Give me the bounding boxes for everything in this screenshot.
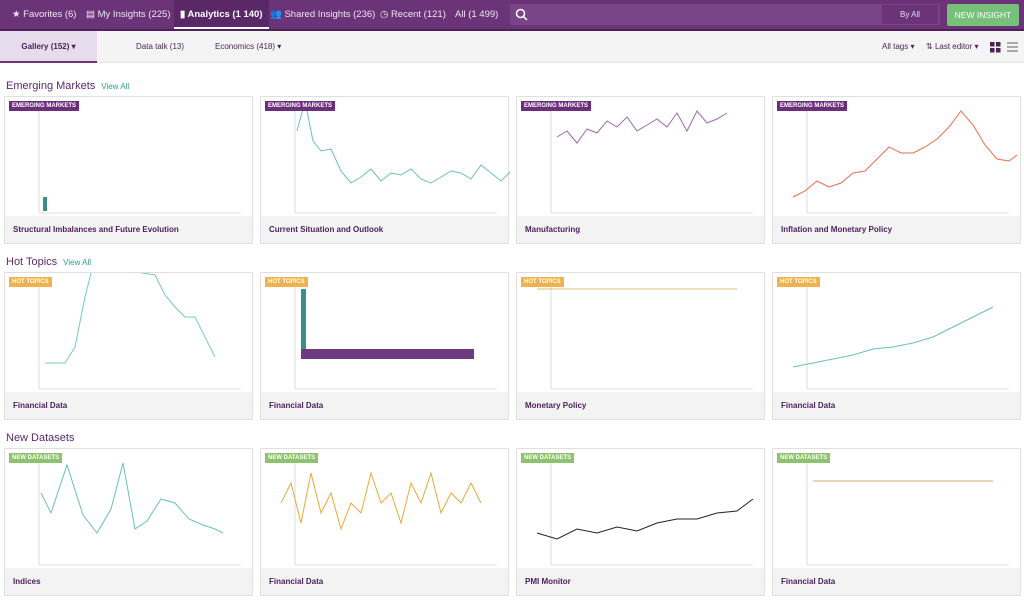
- card-tag: EMERGING MARKETS: [521, 101, 592, 111]
- thumbnail-chart: [38, 461, 241, 566]
- subtab[interactable]: Gallery (152) ▾: [0, 31, 97, 63]
- tab-label: Analytics (1 140): [187, 9, 263, 20]
- thumbnail-chart: [294, 100, 510, 214]
- card-tag: EMERGING MARKETS: [9, 101, 80, 111]
- tab[interactable]: ▤ My Insights (225): [86, 9, 171, 20]
- tab-label: Favorites (6): [23, 9, 77, 20]
- tab[interactable]: 👥 Shared Insights (236): [270, 9, 376, 20]
- card-tag: HOT TOPICS: [265, 277, 308, 287]
- card-title: Financial Data: [773, 568, 1020, 595]
- thumbnail-chart: [806, 461, 1009, 566]
- section-heading: New Datasets: [6, 432, 74, 444]
- card-tag: EMERGING MARKETS: [777, 101, 848, 111]
- insight-card[interactable]: EMERGING MARKETS Current Situation and Ou…: [260, 96, 510, 244]
- button-label: NEW INSIGHT: [954, 10, 1012, 20]
- tab[interactable]: ▮ Analytics (1 140): [174, 0, 269, 29]
- thumbnail-chart: [536, 461, 754, 566]
- tab-label: My Insights (225): [97, 9, 171, 20]
- search-box[interactable]: [510, 4, 940, 25]
- section-heading: Hot Topics View All: [6, 256, 91, 268]
- card-tag: NEW DATASETS: [265, 453, 319, 463]
- card-tag: HOT TOPICS: [777, 277, 820, 287]
- section-title: Hot Topics: [6, 256, 58, 268]
- subtab-label: Economics (418): [215, 42, 276, 51]
- view-all-link[interactable]: View All: [63, 258, 92, 267]
- insight-card[interactable]: HOT TOPICS Monetary Policy: [516, 272, 765, 420]
- card-tag: EMERGING MARKETS: [265, 101, 336, 111]
- card-title: Financial Data: [5, 392, 252, 419]
- card-title: Structural Imbalances and Future Evoluti…: [5, 216, 252, 243]
- card-tag: NEW DATASETS: [521, 453, 575, 463]
- thumbnail-chart: [280, 461, 497, 566]
- sort-label: Last editor: [934, 42, 973, 51]
- view-toggle[interactable]: [990, 42, 1020, 54]
- card-tag: HOT TOPICS: [9, 277, 52, 287]
- top-bar: ★ Favorites (6) ▤ My Insights (225) ▮ An…: [0, 0, 1024, 31]
- subtab-label: Gallery (152): [21, 42, 70, 51]
- card-title: PMI Monitor: [517, 568, 764, 595]
- insight-card[interactable]: EMERGING MARKETS Inflation and Monetary P…: [772, 96, 1021, 244]
- thumbnail-chart: [38, 273, 241, 390]
- card-tag: NEW DATASETS: [777, 453, 831, 463]
- card-title: Financial Data: [261, 392, 508, 419]
- card-title: Financial Data: [261, 568, 508, 595]
- card-title: Current Situation and Outlook: [261, 216, 508, 243]
- section-title: New Datasets: [6, 432, 75, 444]
- insight-card[interactable]: NEW DATASETS Indices: [4, 448, 253, 596]
- search-icon: [515, 8, 528, 21]
- insight-card[interactable]: HOT TOPICS Financial Data: [260, 272, 509, 420]
- tags-dropdown[interactable]: All tags ▾: [882, 42, 915, 51]
- filter-dropdown[interactable]: By All: [882, 5, 938, 24]
- sort-dropdown[interactable]: ⇅ Last editor ▾: [926, 42, 979, 51]
- thumbnail-chart: [792, 109, 1018, 214]
- tab[interactable]: ★ Favorites (6): [12, 9, 77, 20]
- insight-card[interactable]: EMERGING MARKETS Structural Imbalances an…: [4, 96, 253, 244]
- card-title: Indices: [5, 568, 252, 595]
- filter-label: By All: [899, 10, 920, 19]
- new-insight-button[interactable]: NEW INSIGHT: [947, 4, 1019, 26]
- subtab[interactable]: Data talk (13): [136, 31, 184, 63]
- tab-label: Shared Insights (236): [284, 9, 376, 20]
- subtab-label: Data talk (13): [136, 42, 185, 51]
- thumbnail-chart: [550, 109, 753, 214]
- thumbnail-chart: [792, 285, 1009, 390]
- thumbnail-chart: [537, 285, 753, 390]
- card-tag: NEW DATASETS: [9, 453, 63, 463]
- insight-card[interactable]: NEW DATASETS Financial Data: [772, 448, 1021, 596]
- sub-bar: Gallery (152) ▾ Data talk (13) Economics…: [0, 31, 1024, 63]
- insight-card[interactable]: HOT TOPICS Financial Data: [4, 272, 253, 420]
- section-title: Emerging Markets: [6, 80, 96, 92]
- insight-card[interactable]: NEW DATASETS Financial Data: [260, 448, 509, 596]
- tab-label: All (1 499): [455, 9, 499, 20]
- insight-card[interactable]: EMERGING MARKETS Manufacturing: [516, 96, 765, 244]
- tags-label: All tags: [882, 42, 909, 51]
- insight-card[interactable]: HOT TOPICS Financial Data: [772, 272, 1021, 420]
- card-title: Manufacturing: [517, 216, 764, 243]
- thumbnail-chart: [38, 109, 241, 214]
- card-tag: HOT TOPICS: [521, 277, 564, 287]
- subtab[interactable]: Economics (418) ▾: [215, 42, 282, 51]
- tab[interactable]: All (1 499): [455, 0, 498, 29]
- insight-card[interactable]: NEW DATASETS PMI Monitor: [516, 448, 765, 596]
- tab[interactable]: ◷ Recent (121): [380, 9, 446, 20]
- section-heading: Emerging Markets View All: [6, 80, 129, 92]
- card-title: Monetary Policy: [517, 392, 764, 419]
- card-title: Inflation and Monetary Policy: [773, 216, 1020, 243]
- thumbnail-chart: [294, 285, 497, 390]
- tab-label: Recent (121): [390, 9, 446, 20]
- card-title: Financial Data: [773, 392, 1020, 419]
- view-all-link[interactable]: View All: [101, 82, 130, 91]
